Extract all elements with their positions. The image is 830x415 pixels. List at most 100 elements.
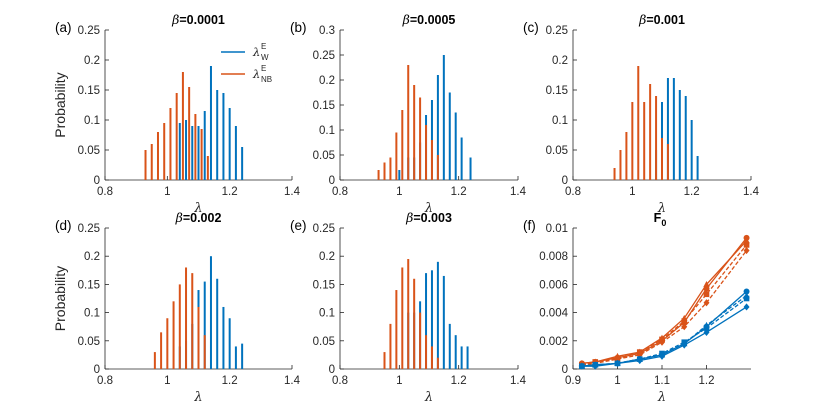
bar-nb [666, 144, 669, 180]
panel-label: (a) [55, 20, 72, 35]
x-tick-label: 0.8 [97, 375, 113, 387]
bar-w [222, 93, 225, 180]
legend-superscript: E [261, 42, 266, 51]
x-axis-label: λ [193, 390, 202, 405]
data-point [703, 291, 710, 298]
bar-w [666, 78, 669, 180]
x-axis-label: λ [657, 201, 666, 216]
bar-w [209, 256, 212, 369]
bar-w [241, 343, 244, 369]
y-tick-label: 0.2 [319, 75, 335, 87]
data-point [703, 325, 710, 331]
title-symbol: β [175, 210, 183, 225]
y-tick-label: 0.05 [546, 145, 568, 157]
x-tick-label: 1.2 [451, 375, 467, 387]
y-tick-label: 0.006 [539, 279, 568, 291]
x-tick-label: 0.8 [565, 186, 581, 198]
panel-title: β=0.0005 [402, 12, 456, 27]
title-value: =0.0001 [179, 13, 225, 27]
data-point [743, 242, 750, 248]
bar-w [228, 108, 231, 180]
y-tick-label: 0.25 [313, 50, 335, 62]
bar-nb [163, 123, 166, 180]
bar-nb [430, 140, 433, 180]
title-value: =0.001 [646, 13, 685, 27]
bar-w [241, 147, 244, 180]
bar-w [696, 156, 699, 180]
y-tick-label: 0.1 [319, 125, 335, 137]
x-tick-label: 1.2 [222, 375, 238, 387]
title-main: F [654, 211, 662, 225]
y-tick-label: 0.2 [84, 251, 100, 263]
bar-w [436, 75, 439, 180]
panel-title: β=0.0001 [171, 12, 225, 27]
y-tick-label: 0.25 [78, 223, 100, 235]
bar-nb [395, 132, 398, 180]
bar-w [234, 126, 237, 180]
bar-w [197, 126, 200, 180]
legend-item-w: λ EW [221, 42, 269, 62]
y-axis-label: Probability [52, 72, 68, 137]
y-tick-label: 0 [94, 175, 100, 187]
bar-w [436, 261, 439, 369]
bar-nb [191, 273, 194, 369]
bar-w [448, 323, 451, 369]
bar-nb [625, 132, 628, 180]
bar-nb [194, 114, 197, 180]
bar-w [672, 78, 675, 180]
x-axis-label: λ [193, 201, 202, 216]
bar-w [203, 281, 206, 369]
y-tick-label: 0.05 [78, 336, 100, 348]
x-tick-label: 1 [396, 186, 402, 198]
bar-nb [150, 144, 153, 180]
bar-nb [181, 72, 184, 180]
panel-4: 0 0.05 0.1 0.15 0.2 0.25 0.8 1 1.2 1.4 λ Probabilit… [52, 210, 301, 405]
bar-nb [178, 284, 181, 369]
bar-w [442, 275, 445, 369]
y-tick-label: 0.2 [84, 55, 100, 67]
title-subscript: 0 [661, 218, 666, 228]
y-tick-label: 0 [562, 364, 568, 376]
data-point [703, 281, 710, 287]
bar-nb [169, 108, 172, 180]
data-point [681, 340, 688, 347]
x-tick-label: 1.4 [510, 375, 527, 387]
bar-nb [175, 93, 178, 180]
data-point [703, 299, 710, 307]
bar-nb [383, 162, 386, 180]
data-point [592, 361, 599, 368]
bar-w [209, 66, 212, 180]
bar-nb [203, 335, 206, 369]
x-tick-label: 1 [396, 375, 402, 387]
title-symbol: β [405, 210, 413, 225]
bar-nb [655, 96, 658, 180]
bar-nb [389, 157, 392, 180]
data-point [743, 246, 750, 255]
panel-label: (d) [55, 218, 72, 233]
data-point [743, 288, 750, 295]
data-point [681, 323, 688, 331]
panel-5: 0 0.05 0.1 0.15 0.2 0.25 0.8 1 1.2 1.4 λ (e) β=0.003 [290, 210, 527, 405]
bar-nb [197, 306, 200, 369]
bar-w [425, 273, 428, 369]
bar-nb [172, 301, 175, 369]
y-tick-label: 0.002 [539, 336, 568, 348]
bar-w [228, 318, 231, 369]
panel-title: F0 [654, 211, 667, 228]
legend-item-nb: λ E NB [221, 64, 272, 84]
y-tick-label: 0.15 [78, 279, 100, 291]
bar-nb [188, 87, 191, 180]
bar-nb [401, 267, 404, 369]
data-point [614, 352, 621, 359]
data-point [658, 351, 666, 358]
y-tick-label: 0 [562, 175, 568, 187]
panel-3: 0 0.05 0.1 0.15 0.2 0.25 0.8 1 1.2 1.4 λ (c) β=0.001 [523, 12, 760, 216]
bar-nb [425, 125, 428, 180]
bar-nb [206, 156, 209, 180]
bar-nb [643, 102, 646, 180]
y-tick-label: 0.3 [319, 25, 335, 37]
bar-w [178, 123, 181, 180]
bar-w [469, 157, 472, 180]
data-point [743, 295, 750, 302]
